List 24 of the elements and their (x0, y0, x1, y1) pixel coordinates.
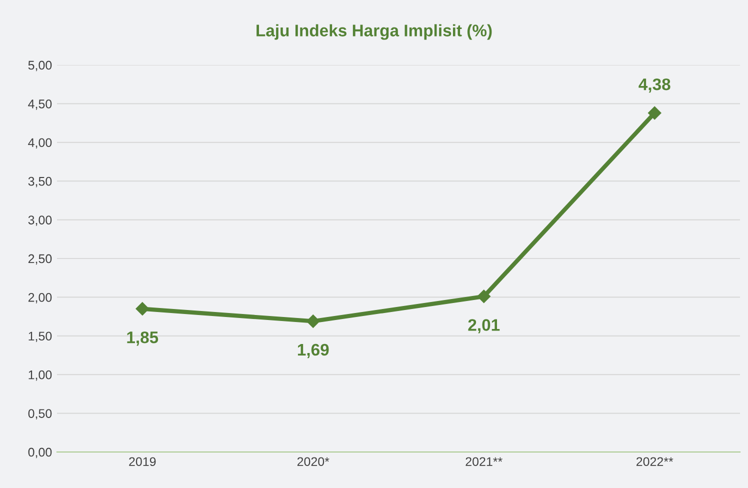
y-tick-label: 4,00 (28, 138, 52, 149)
y-tick-label: 5,00 (28, 60, 52, 72)
point (648, 106, 662, 120)
y-tick-label: 4,50 (28, 100, 52, 110)
y-tick-label: 3,00 (28, 216, 52, 226)
data-label: 1,85 (127, 331, 158, 346)
y-tick-label: 1,50 (28, 332, 52, 342)
data-label: 4,38 (638, 78, 670, 93)
y-tick-label: 0,00 (28, 448, 52, 458)
data-label: 1,69 (298, 344, 329, 358)
x-tick-label: 2021** (466, 457, 502, 466)
y-tick-label: 2,50 (28, 254, 52, 265)
x-tick-label: 2019 (129, 457, 156, 466)
data-label: 2,01 (468, 319, 500, 334)
y-tick-label: 3,50 (28, 176, 52, 188)
chart-title: Laju Indeks Harga Implisit (%) (256, 24, 492, 40)
y-tick-label: 2,00 (28, 293, 52, 304)
point (477, 290, 490, 304)
y-tick-label: 0,50 (28, 409, 52, 420)
point (136, 302, 149, 316)
y-tick-label: 1,00 (28, 370, 52, 381)
point (306, 314, 320, 328)
x-tick-label: 2022** (636, 457, 674, 466)
x-tick-label: 2020* (297, 457, 330, 466)
